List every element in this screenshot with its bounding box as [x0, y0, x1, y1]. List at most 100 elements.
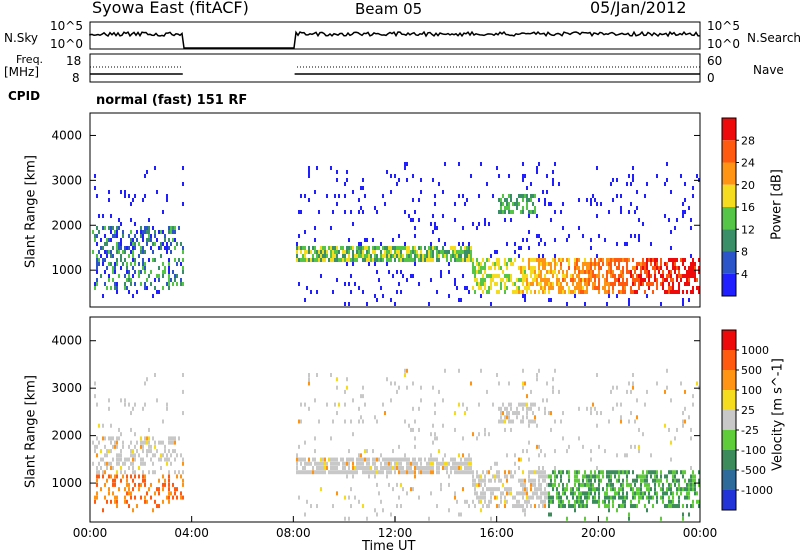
power-cell	[398, 178, 400, 182]
velocity-cell	[670, 487, 672, 492]
power-cell	[526, 194, 528, 198]
velocity-cell	[528, 495, 530, 500]
velocity-cell	[574, 504, 576, 509]
power-cell	[584, 302, 586, 306]
power-cell	[530, 194, 532, 198]
velocity-cell	[518, 504, 520, 509]
power-cell	[578, 270, 580, 274]
power-cell	[696, 174, 698, 178]
velocity-cell	[600, 478, 602, 483]
power-cell	[108, 238, 110, 242]
beam-title: Beam 05	[355, 0, 423, 18]
power-cell	[134, 246, 136, 250]
velocity-cell	[568, 478, 570, 483]
power-cell	[344, 182, 346, 186]
power-cell	[168, 266, 170, 270]
velocity-cell	[158, 491, 160, 496]
velocity-cell	[368, 457, 370, 462]
velocity-cell	[526, 487, 528, 492]
velocity-cell	[156, 504, 158, 509]
velocity-cell	[590, 411, 592, 416]
power-cell	[636, 274, 638, 278]
velocity-cell	[582, 474, 584, 479]
velocity-cell	[368, 461, 370, 466]
velocity-cell	[100, 449, 102, 454]
velocity-cell	[168, 495, 170, 500]
velocity-cell	[646, 474, 648, 479]
velocity-cell	[560, 478, 562, 483]
power-cell	[450, 254, 452, 258]
velocity-cell	[682, 419, 684, 424]
power-cell	[326, 254, 328, 258]
velocity-cell	[606, 491, 608, 496]
velocity-cell	[472, 470, 474, 475]
velocity-cell	[304, 465, 306, 470]
velocity-cell	[132, 465, 134, 470]
power-cell	[622, 274, 624, 278]
power-cell	[108, 278, 110, 282]
velocity-cell	[436, 504, 438, 509]
velocity-cell	[336, 465, 338, 470]
velocity-cell	[532, 495, 534, 500]
power-cell	[182, 270, 184, 274]
power-cell	[678, 270, 680, 274]
velocity-cell	[130, 411, 132, 416]
power-cell	[612, 290, 614, 294]
power-cell	[552, 170, 554, 174]
power-cell	[488, 290, 490, 294]
velocity-cell	[468, 504, 470, 509]
velocity-cell	[538, 465, 540, 470]
power-cell	[100, 274, 102, 278]
velocity-cell	[670, 440, 672, 445]
velocity-cell	[504, 427, 506, 432]
velocity-cell	[644, 482, 646, 487]
velocity-cell	[122, 444, 124, 449]
power-cell	[574, 262, 576, 266]
power-cell	[406, 278, 408, 282]
velocity-cell	[92, 461, 94, 466]
power-cell	[314, 258, 316, 262]
velocity-cell	[374, 508, 376, 513]
velocity-cell	[622, 487, 624, 492]
power-cell	[106, 286, 108, 290]
power-cell	[154, 234, 156, 238]
power-cell	[176, 242, 178, 246]
velocity-cell	[98, 423, 100, 428]
velocity-cell	[522, 402, 524, 407]
velocity-cell	[500, 411, 502, 416]
velocity-cell	[128, 444, 130, 449]
power-cell	[126, 262, 128, 266]
velocity-cell	[692, 394, 694, 399]
velocity-cell	[538, 482, 540, 487]
power-cell	[458, 298, 460, 302]
power-cell	[486, 274, 488, 278]
power-cell	[408, 254, 410, 258]
velocity-cell	[568, 504, 570, 509]
power-cell	[530, 258, 532, 262]
power-cell	[560, 262, 562, 266]
power-cell	[114, 262, 116, 266]
power-cell	[556, 262, 558, 266]
power-cell	[526, 206, 528, 210]
velocity-cell	[360, 415, 362, 420]
velocity-cell	[354, 470, 356, 475]
velocity-cell	[376, 419, 378, 424]
velocity-cell	[620, 482, 622, 487]
power-cell	[522, 278, 524, 282]
power-cell	[474, 290, 476, 294]
power-cell	[622, 270, 624, 274]
power-cell	[182, 250, 184, 254]
velocity-cell	[114, 499, 116, 504]
power-cell	[618, 258, 620, 262]
velocity-cell	[578, 470, 580, 475]
power-cell	[498, 258, 500, 262]
power-cell	[682, 290, 684, 294]
velocity-cell	[614, 487, 616, 492]
power-cell	[554, 270, 556, 274]
velocity-cell	[144, 474, 146, 479]
power-cell	[334, 246, 336, 250]
power-cell	[470, 254, 472, 258]
power-colorbar-tick-label: 28	[741, 134, 755, 147]
power-cell	[408, 250, 410, 254]
